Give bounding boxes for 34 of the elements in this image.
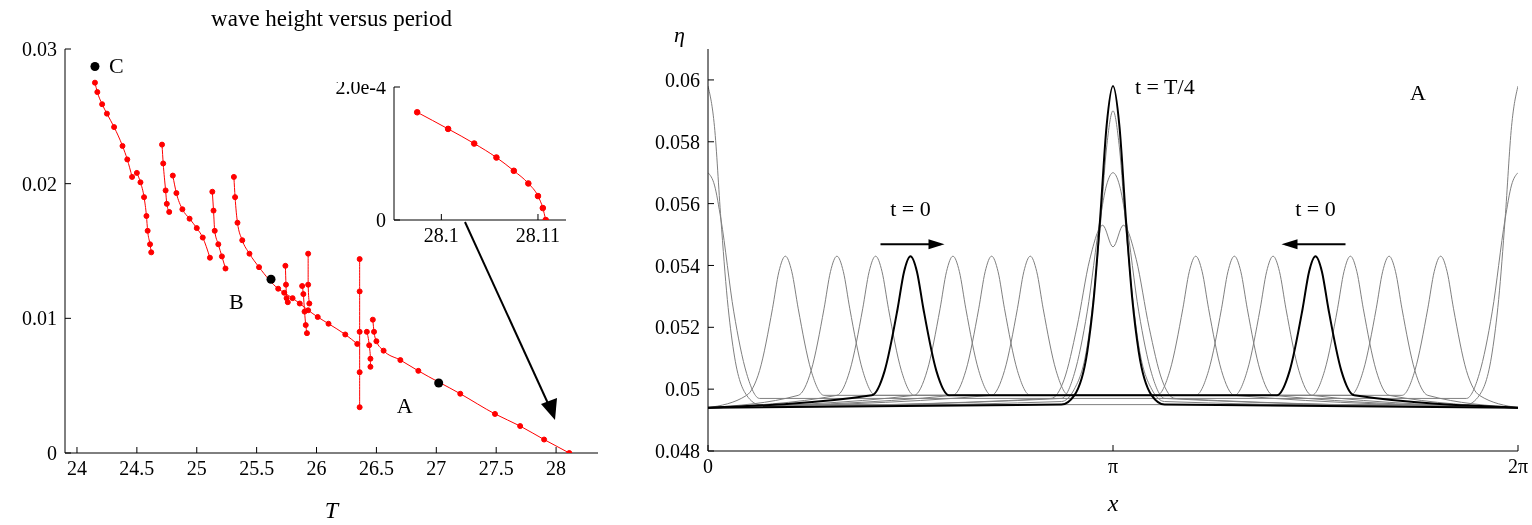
x-tick-label: 24 [66, 457, 87, 480]
y-tick-label: 0.052 [655, 316, 700, 339]
x-tick-label: π [1107, 455, 1119, 478]
y-tick-label: 0.056 [655, 192, 700, 215]
annotation: A [1410, 80, 1426, 106]
x-axis-title: T [324, 497, 340, 523]
x-tick-label: 27 [426, 457, 447, 480]
annotation: t = 0 [1295, 196, 1336, 222]
x-tick-label: 26 [306, 457, 327, 480]
annotation: t = 0 [890, 196, 931, 222]
x-tick-label: 27.5 [478, 457, 514, 480]
y-tick-label: 0.048 [655, 440, 700, 463]
annotation: C [108, 52, 124, 78]
annotation: B [229, 289, 244, 315]
x-tick-label: 28 [546, 457, 567, 480]
x-tick-label: 26.5 [358, 457, 394, 480]
x-tick-label: 2π [1507, 455, 1529, 478]
y-axis-title: η [674, 22, 685, 48]
chart-title: wave height versus period [210, 6, 453, 32]
y-tick-label: 0.054 [655, 254, 700, 277]
annotation: A [396, 392, 413, 418]
y-tick-label: 0.05 [665, 378, 700, 401]
y-tick-label: 0.06 [665, 69, 700, 92]
x-tick-label: 24.5 [119, 457, 155, 480]
x-tick-label: 28.11 [515, 224, 561, 247]
x-tick-label: 25 [186, 457, 207, 480]
annotation: t = T/4 [1135, 74, 1195, 100]
y-tick-label: 0.02 [22, 172, 57, 195]
y-tick-label: 0.03 [22, 38, 57, 61]
x-axis-title: x [1106, 490, 1119, 516]
x-tick-label: 28.1 [423, 224, 459, 247]
y-tick-label: 0.058 [655, 130, 700, 153]
y-tick-label: 0.01 [22, 307, 57, 330]
x-tick-label: 25.5 [239, 457, 275, 480]
